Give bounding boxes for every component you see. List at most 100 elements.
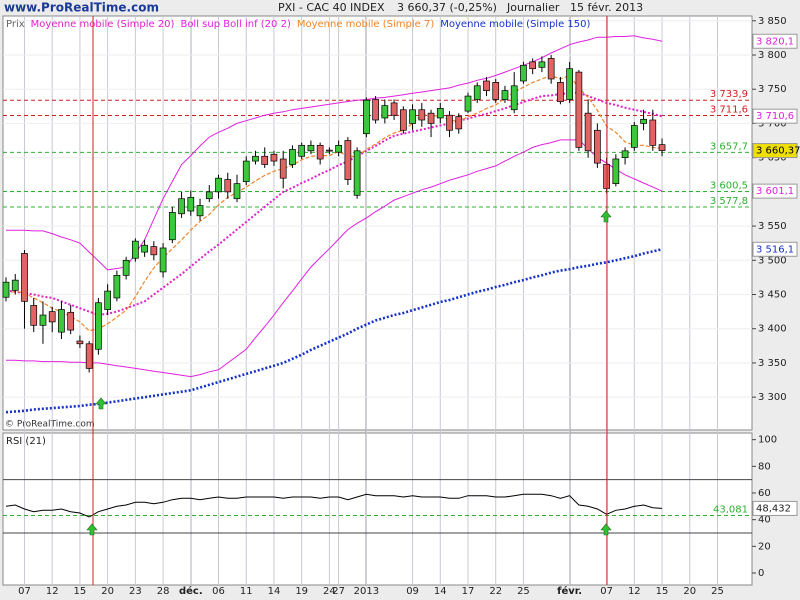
x-tick-label: 14 bbox=[268, 586, 281, 597]
price-box-label: 3 660,37 bbox=[756, 146, 800, 157]
site-name: www.ProRealTime.com bbox=[4, 1, 159, 15]
candle-body bbox=[436, 108, 444, 119]
x-tick-label: 06 bbox=[212, 586, 225, 597]
price-box-label: 3 710,6 bbox=[756, 111, 794, 122]
y-tick-label: 0 bbox=[758, 568, 764, 579]
x-tick-label: 28 bbox=[157, 586, 170, 597]
candle-body bbox=[224, 179, 232, 193]
candle-body bbox=[233, 183, 241, 200]
y-tick-label: 20 bbox=[758, 541, 771, 552]
candle-body bbox=[261, 155, 269, 165]
y-tick-label: 3 300 bbox=[758, 392, 787, 403]
candle-body bbox=[326, 149, 333, 152]
candle-body bbox=[483, 80, 490, 91]
x-tick-label: déc. bbox=[179, 585, 203, 597]
signals bbox=[86, 16, 612, 585]
x-tick-label: févr. bbox=[557, 585, 582, 597]
candle-body bbox=[630, 125, 638, 148]
candle-body bbox=[298, 144, 306, 157]
reference-label: 43,081 bbox=[713, 505, 748, 516]
candle-body bbox=[353, 150, 361, 196]
candle-body bbox=[390, 102, 398, 116]
candle-body bbox=[418, 109, 426, 121]
signal-arrow bbox=[86, 523, 98, 536]
reference-label: 3 600,5 bbox=[710, 181, 748, 192]
signal-arrow bbox=[600, 210, 612, 223]
candle-body bbox=[621, 150, 629, 158]
x-tick-label: 15 bbox=[74, 586, 87, 597]
candle-body bbox=[2, 281, 10, 298]
candle-body bbox=[76, 340, 84, 345]
x-tick-label: 17 bbox=[462, 586, 475, 597]
y-tick-label: 3 500 bbox=[758, 255, 787, 266]
candle-body bbox=[409, 109, 416, 124]
price-panel bbox=[2, 15, 753, 431]
moving-average bbox=[5, 91, 663, 317]
candle-body bbox=[187, 196, 195, 212]
candle-body bbox=[363, 99, 370, 135]
x-tick-label: 24 bbox=[323, 586, 336, 597]
candle-body bbox=[289, 149, 296, 165]
reference-label: 3 711,6 bbox=[710, 104, 748, 115]
candle-body bbox=[21, 253, 28, 302]
legend-label: Moyenne mobile (Simple 20) bbox=[31, 19, 175, 30]
candle-body bbox=[67, 311, 75, 331]
x-tick-label: 15 bbox=[656, 586, 669, 597]
rsi-title: RSI (21) bbox=[6, 436, 46, 447]
candle-body bbox=[492, 82, 500, 100]
y-tick-label: 3 350 bbox=[758, 358, 787, 369]
y-tick-label: 3 400 bbox=[758, 324, 787, 335]
watermark: © ProRealTime.com bbox=[5, 420, 95, 430]
candle-body bbox=[427, 112, 435, 124]
rsi-value-label: 48,432 bbox=[756, 503, 791, 514]
candle-body bbox=[510, 85, 518, 111]
y-tick-label: 3 650 bbox=[758, 153, 787, 164]
rsi-value-box bbox=[752, 500, 798, 516]
y-tick-label: 80 bbox=[758, 461, 771, 472]
candle-body bbox=[39, 314, 47, 326]
y-tick-label: 3 750 bbox=[758, 84, 787, 95]
y-tick-label: 3 850 bbox=[758, 16, 787, 27]
candle-body bbox=[520, 64, 527, 82]
candle-body bbox=[270, 153, 278, 162]
candle-body bbox=[529, 61, 537, 70]
period: Journalier bbox=[506, 1, 560, 14]
candle-body bbox=[11, 279, 19, 291]
legend-label: Prix bbox=[6, 19, 25, 30]
candle-body bbox=[658, 144, 666, 151]
y-tick-label: 3 700 bbox=[758, 118, 787, 129]
x-tick-label: 25 bbox=[711, 586, 724, 597]
candle-body bbox=[538, 61, 546, 68]
last-quote: 3 660,37 (-0,25%) bbox=[397, 1, 497, 14]
legend-label: Moyenne mobile (Simple 150) bbox=[440, 19, 590, 30]
candle-body bbox=[316, 144, 324, 160]
price-box bbox=[752, 241, 798, 257]
candle-body bbox=[279, 158, 287, 179]
candle-body bbox=[104, 290, 111, 310]
y-tick-label: 60 bbox=[758, 488, 771, 499]
price-box-label: 3 601,1 bbox=[756, 186, 794, 197]
moving-average bbox=[5, 248, 663, 414]
candle-body bbox=[307, 144, 315, 152]
candle-body bbox=[215, 177, 222, 193]
candle-body bbox=[547, 58, 555, 80]
legend-label: Moyenne mobile (Simple 7) bbox=[297, 19, 435, 30]
candle-body bbox=[649, 119, 657, 146]
bollinger-lower bbox=[6, 139, 663, 378]
candle-body bbox=[372, 99, 379, 121]
candle-body bbox=[381, 105, 389, 119]
candle-body bbox=[594, 129, 601, 164]
signal-arrow bbox=[95, 397, 107, 410]
x-tick-label: 22 bbox=[489, 586, 502, 597]
candle-body bbox=[335, 144, 342, 153]
reference-label: 3 657,7 bbox=[710, 141, 748, 152]
chart-title: PXI - CAC 40 INDEX bbox=[278, 1, 385, 14]
x-tick-label: 27 bbox=[332, 586, 345, 597]
candle-body bbox=[584, 112, 592, 152]
candle-body bbox=[30, 305, 38, 326]
candle-body bbox=[159, 247, 167, 273]
y-tick-label: 3 800 bbox=[758, 50, 787, 61]
